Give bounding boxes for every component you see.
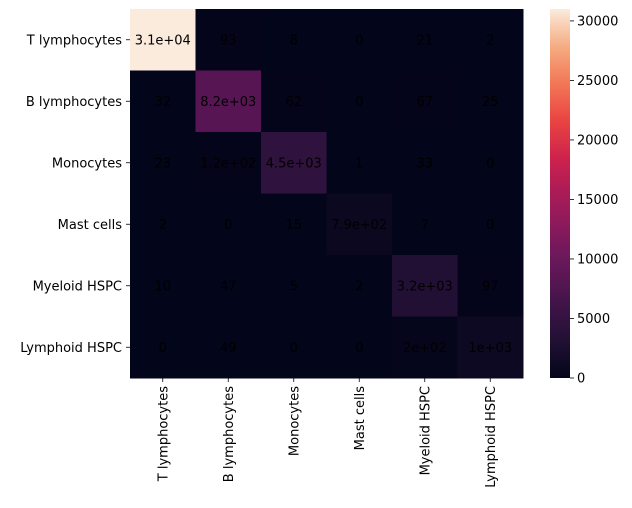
cell-value-label: 8.2e+03 (200, 95, 256, 110)
cell-value-label: 62 (285, 95, 302, 110)
cell-value-label: 2e+02 (403, 341, 447, 356)
x-axis: T lymphocytes B lymphocytes Monocytes Mast … (156, 378, 499, 488)
cell-value-label: 0 (355, 95, 363, 110)
x-tick-label: Lymphoid HSPC (484, 386, 499, 488)
heatmap-cell (457, 193, 524, 256)
heatmap-cell (261, 70, 327, 133)
heatmap-cell (392, 70, 458, 133)
cell-value-label: 25 (482, 95, 499, 110)
heatmap-cell (195, 132, 262, 194)
colorbar-tick-label: 0 (577, 372, 585, 387)
cell-value-label: 21 (416, 33, 433, 48)
cell-value-label: 0 (159, 341, 167, 356)
heatmap-cell (261, 132, 327, 194)
cell-value-label: 2 (159, 218, 167, 233)
heatmap-cell (457, 132, 524, 194)
colorbar-gradient (550, 9, 570, 378)
heatmap-cells (130, 9, 524, 379)
cell-value-label: 5 (290, 279, 298, 294)
heatmap-cell (392, 316, 458, 379)
heatmap-cell (130, 9, 196, 71)
cell-value-label: 97 (482, 279, 499, 294)
colorbar: 0 5000 10000 15000 20000 25000 30000 (550, 9, 618, 387)
y-tick-label: Mast cells (58, 218, 123, 233)
colorbar-tick-label: 15000 (577, 193, 618, 208)
heatmap-cell (130, 132, 196, 194)
heatmap-cell (130, 316, 196, 379)
heatmap-cell (326, 316, 393, 379)
heatmap-cell (326, 70, 393, 133)
colorbar-tick-label: 25000 (577, 74, 618, 89)
cell-value-label: 0 (355, 341, 363, 356)
cell-value-label: 4.5e+03 (266, 156, 322, 171)
cell-value-label: 32 (154, 95, 171, 110)
heatmap-cell (195, 9, 262, 71)
cell-value-label: 3.1e+04 (135, 33, 191, 48)
y-axis: T lymphocytes B lymphocytes Monocytes Mast … (20, 33, 130, 356)
heatmap-cell (195, 255, 262, 317)
cell-value-label: 1.2e+02 (200, 156, 256, 171)
heatmap-cell (392, 9, 458, 71)
heatmap-cell (457, 70, 524, 133)
heatmap-cell (326, 193, 393, 256)
heatmap-cell (326, 255, 393, 317)
cell-value-label: 2 (486, 33, 494, 48)
cell-value-label: 0 (290, 341, 298, 356)
heatmap-cell (195, 316, 262, 379)
cell-value-label: 8 (290, 33, 298, 48)
cell-value-label: 15 (285, 218, 302, 233)
cell-value-label: 33 (416, 156, 433, 171)
y-tick-label: T lymphocytes (26, 33, 122, 48)
cell-value-label: 93 (220, 33, 237, 48)
heatmap-cell (130, 193, 196, 256)
heatmap-cell (457, 255, 524, 317)
heatmap-cell (195, 193, 262, 256)
heatmap-cell (457, 9, 524, 71)
colorbar-tick-label: 20000 (577, 133, 618, 148)
cell-value-label: 3.2e+03 (397, 279, 453, 294)
cell-value-label: 1e+03 (468, 341, 512, 356)
heatmap-cell (326, 132, 393, 194)
y-tick-label: Myeloid HSPC (33, 279, 122, 294)
cell-value-label: 0 (355, 33, 363, 48)
heatmap-cell (261, 255, 327, 317)
y-tick-label: B lymphocytes (26, 95, 122, 110)
heatmap-cell (326, 9, 393, 71)
cell-value-label: 0 (224, 218, 232, 233)
x-tick-label: Monocytes (287, 386, 302, 456)
heatmap-cell (130, 70, 196, 133)
y-tick-label: Monocytes (52, 156, 122, 171)
cell-value-label: 0 (486, 156, 494, 171)
colorbar-tick-label: 5000 (577, 312, 610, 327)
x-tick-label: Mast cells (353, 386, 368, 451)
heatmap-cell (130, 255, 196, 317)
cell-value-label: 10 (154, 279, 171, 294)
x-tick-label: Myeloid HSPC (418, 386, 433, 475)
y-tick-label: Lymphoid HSPC (20, 341, 122, 356)
heatmap-cell (195, 70, 262, 133)
heatmap-cell (261, 316, 327, 379)
heatmap-cell (261, 9, 327, 71)
x-tick-label: T lymphocytes (156, 386, 171, 482)
cell-value-label: 67 (416, 95, 433, 110)
heatmap-cell (392, 255, 458, 317)
cell-value-label: 7 (421, 218, 429, 233)
cell-value-label: 7.9e+02 (331, 218, 387, 233)
cell-value-label: 2 (355, 279, 363, 294)
heatmap-cell (392, 193, 458, 256)
heatmap-cell (457, 316, 524, 379)
heatmap-cell (392, 132, 458, 194)
cell-value-label: 47 (220, 279, 237, 294)
cell-value-label: 1 (355, 156, 363, 171)
cell-value-label: 23 (154, 156, 171, 171)
heatmap-cell (261, 193, 327, 256)
colorbar-tick-label: 30000 (577, 14, 618, 29)
colorbar-tick-label: 10000 (577, 252, 618, 267)
cell-value-label: 0 (486, 218, 494, 233)
cell-value-label: 49 (220, 341, 237, 356)
x-tick-label: B lymphocytes (222, 386, 237, 482)
